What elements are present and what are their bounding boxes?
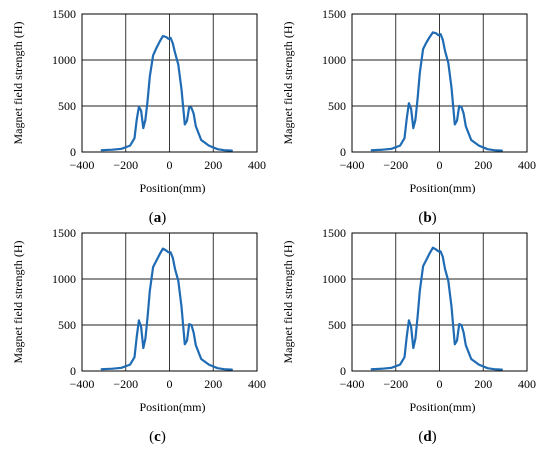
panel-caption-letter: c — [154, 429, 161, 445]
x-tick-label: −400 — [70, 377, 95, 391]
y-tick-label: 1500 — [322, 226, 346, 240]
x-axis-label: Position(mm) — [409, 181, 475, 195]
y-tick-label: 500 — [328, 318, 346, 332]
x-tick-label: −200 — [113, 158, 138, 172]
y-tick-label: 1000 — [52, 53, 76, 67]
y-axis-label: Magnet field strength (H) — [11, 22, 25, 145]
y-tick-label: 0 — [340, 364, 346, 378]
series-line — [370, 31, 503, 152]
series-line — [100, 247, 233, 371]
panel-caption: (d) — [418, 429, 436, 445]
plot-frame — [351, 13, 528, 153]
y-tick-label: 500 — [58, 99, 76, 113]
chart-panel-b: −400 −200 0 200 400 0 500 1000 1500 Position(mm) M… — [281, 7, 536, 226]
x-axis-label: Position(mm) — [139, 181, 205, 195]
plot-frame — [81, 232, 258, 372]
x-tick-label: 0 — [437, 158, 443, 172]
x-tick-label: −200 — [113, 377, 138, 391]
x-tick-label: −400 — [70, 158, 95, 172]
plot-frame — [351, 232, 528, 372]
chart-panel-a: −400 −200 0 200 400 0 500 1000 1500 Position(mm) M… — [11, 7, 266, 226]
series-line — [370, 246, 503, 371]
x-axis-label: Position(mm) — [409, 400, 475, 414]
y-tick-label: 1500 — [52, 7, 76, 21]
panel-caption-letter: a — [154, 210, 162, 226]
y-axis-label: Magnet field strength (H) — [281, 241, 295, 364]
y-tick-label: 1500 — [322, 7, 346, 21]
x-tick-label: 400 — [248, 158, 266, 172]
x-tick-label: −400 — [340, 377, 365, 391]
chart-panel-d: −400 −200 0 200 400 0 500 1000 1500 Position(mm) M… — [281, 226, 536, 445]
x-tick-label: 200 — [204, 377, 222, 391]
panel-caption-open: ( — [149, 429, 154, 445]
x-tick-label: 400 — [518, 377, 536, 391]
y-tick-label: 1000 — [322, 272, 346, 286]
x-axis-label: Position(mm) — [139, 400, 205, 414]
panel-caption-open: ( — [149, 210, 154, 226]
panel-caption-open: ( — [418, 210, 423, 226]
x-tick-label: −200 — [383, 377, 408, 391]
panel-caption: (a) — [149, 210, 167, 226]
x-tick-label: −200 — [383, 158, 408, 172]
y-tick-label: 1500 — [52, 226, 76, 240]
x-tick-label: 200 — [204, 158, 222, 172]
x-tick-label: 0 — [167, 377, 173, 391]
y-tick-label: 1000 — [322, 53, 346, 67]
x-tick-label: 200 — [474, 377, 492, 391]
y-tick-label: 0 — [340, 145, 346, 159]
panel-caption: (b) — [418, 210, 436, 226]
x-tick-label: 200 — [474, 158, 492, 172]
panel-caption-open: ( — [418, 429, 423, 445]
panel-caption-close: ) — [161, 210, 166, 226]
series-line — [100, 34, 233, 152]
y-tick-label: 0 — [70, 145, 76, 159]
x-tick-label: 400 — [248, 377, 266, 391]
y-tick-label: 1000 — [52, 272, 76, 286]
x-tick-label: 400 — [518, 158, 536, 172]
chart-panel-c: −400 −200 0 200 400 0 500 1000 1500 Position(mm) M… — [11, 226, 266, 445]
panel-caption-close: ) — [432, 429, 437, 445]
y-tick-label: 500 — [328, 99, 346, 113]
panel-caption-close: ) — [432, 210, 437, 226]
plot-frame — [81, 13, 258, 153]
panel-caption-close: ) — [161, 429, 166, 445]
y-tick-label: 0 — [70, 364, 76, 378]
y-tick-label: 500 — [58, 318, 76, 332]
x-tick-label: 0 — [167, 158, 173, 172]
x-tick-label: 0 — [437, 377, 443, 391]
panel-caption: (c) — [149, 429, 166, 445]
y-axis-label: Magnet field strength (H) — [11, 241, 25, 364]
x-tick-label: −400 — [340, 158, 365, 172]
panel-caption-letter: b — [423, 210, 431, 226]
panel-caption-letter: d — [423, 429, 432, 445]
y-axis-label: Magnet field strength (H) — [281, 22, 295, 145]
